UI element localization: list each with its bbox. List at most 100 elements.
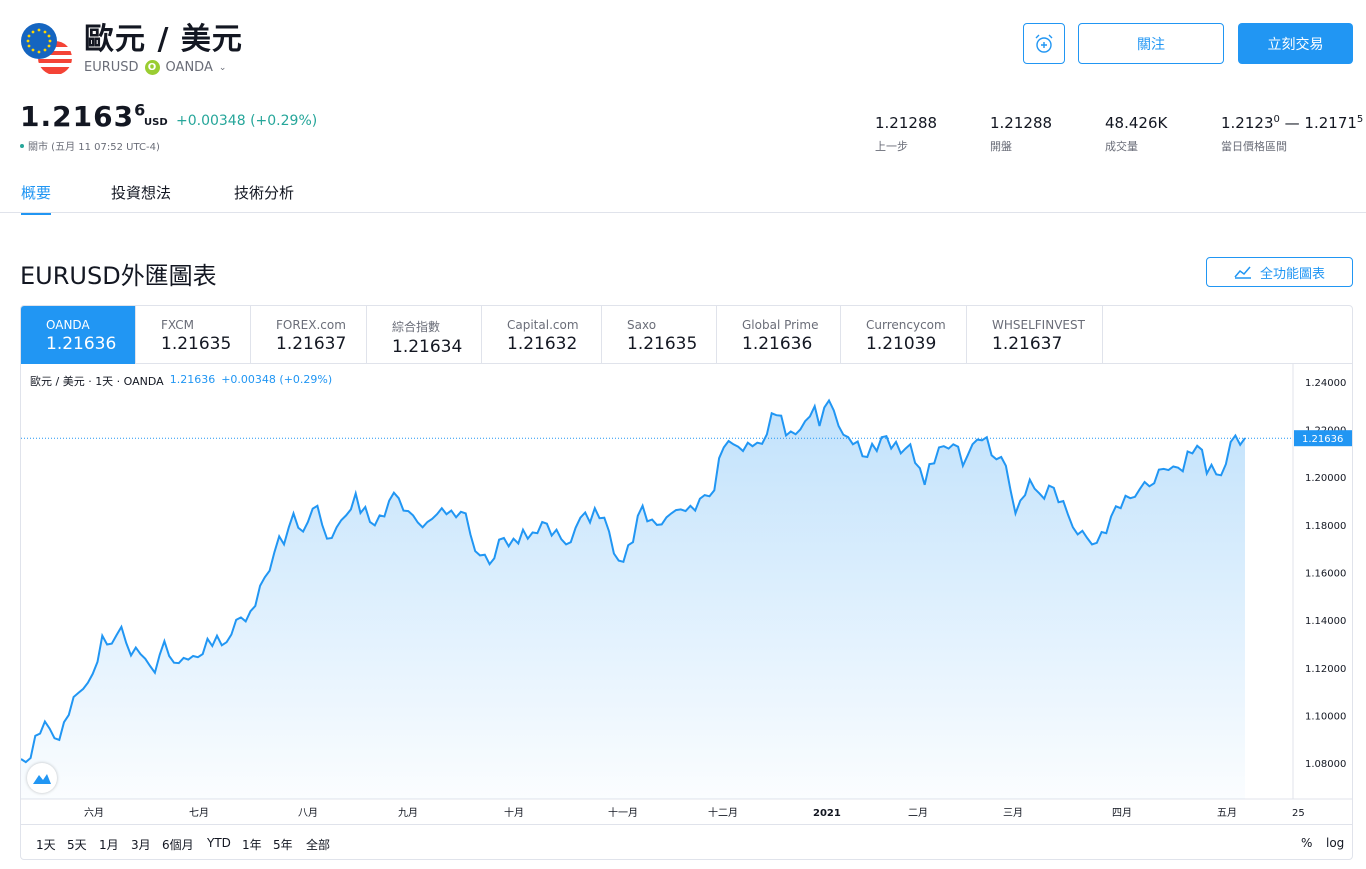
broker-tab-whselfinvest[interactable]: WHSELFINVEST 1.21637 — [967, 306, 1103, 364]
price-chart[interactable]: 1.240001.220001.200001.180001.160001.140… — [21, 364, 1352, 824]
currency-pair-logo — [20, 22, 72, 75]
broker-price: 1.21635 — [161, 334, 232, 354]
section-tabs: 概要 投資想法 技術分析 — [0, 178, 1366, 215]
x-tick-label: 25 — [1292, 808, 1305, 819]
log-scale-toggle[interactable]: log — [1326, 836, 1345, 850]
range-bar: 1天 5天 1月 3月 6個月 YTD 1年 5年 全部 % log — [21, 824, 1352, 859]
broker-name: Currencycom — [866, 318, 946, 332]
broker-name: FXCM — [161, 318, 194, 332]
broker-price: 1.21637 — [992, 334, 1063, 354]
broker-tab-oanda[interactable]: OANDA 1.21636 — [21, 306, 136, 364]
full-chart-button[interactable]: 全功能圖表 — [1206, 257, 1353, 287]
y-tick-label: 1.14000 — [1305, 616, 1346, 627]
stat-value: 1.21230 — 1.21715 — [1221, 114, 1363, 132]
broker-tab-global-prime[interactable]: Global Prime 1.21636 — [717, 306, 841, 364]
range-low: 1.2123 — [1221, 114, 1274, 132]
percent-scale-toggle[interactable]: % — [1301, 836, 1313, 850]
broker-tab-composite[interactable]: 綜合指數 1.21634 — [367, 306, 482, 364]
y-tick-label: 1.24000 — [1305, 378, 1346, 389]
broker-tabs: OANDA 1.21636 FXCM 1.21635 FOREX.com 1.2… — [21, 306, 1352, 364]
broker-price: 1.21636 — [742, 334, 813, 354]
legend-change: +0.00348 (+0.29%) — [221, 373, 333, 386]
broker-price: 1.21632 — [507, 334, 578, 354]
range-1d[interactable]: 1天 — [36, 838, 56, 852]
broker-tab-currencycom[interactable]: Currencycom 1.21039 — [841, 306, 967, 364]
market-status: 關市 (五月 11 07:52 UTC-4) — [20, 138, 160, 153]
broker-selector[interactable]: OANDA — [165, 60, 213, 75]
stat-value: 48.426K — [1105, 114, 1168, 132]
broker-name: Global Prime — [742, 318, 819, 332]
x-tick-label: 五月 — [1217, 807, 1237, 819]
broker-price: 1.21635 — [627, 334, 698, 354]
stat-value: 1.21288 — [990, 114, 1053, 132]
range-1y[interactable]: 1年 — [242, 838, 262, 852]
broker-name: FOREX.com — [276, 318, 346, 332]
legend-value: 1.21636 — [169, 373, 216, 386]
tab-ideas[interactable]: 投資想法 — [111, 184, 172, 202]
tab-overview[interactable]: 概要 — [21, 182, 52, 215]
range-3m[interactable]: 3月 — [131, 838, 151, 852]
range-5y[interactable]: 5年 — [273, 838, 293, 852]
price-series-line — [21, 398, 1246, 764]
range-1m[interactable]: 1月 — [99, 838, 119, 852]
y-tick-label: 1.10000 — [1305, 712, 1346, 723]
stat-label: 當日價格區間 — [1221, 140, 1287, 153]
range-all[interactable]: 全部 — [306, 838, 331, 852]
alarm-clock-icon — [1035, 34, 1053, 53]
broker-name: Capital.com — [507, 318, 579, 332]
range-6m[interactable]: 6個月 — [162, 838, 194, 852]
price-change: +0.00348 (+0.29%) — [176, 113, 318, 129]
broker-name: OANDA — [46, 318, 90, 332]
x-tick-label: 2021 — [813, 808, 841, 819]
broker-price: 1.21637 — [276, 334, 347, 354]
page-title: 歐元 / 美元 — [84, 22, 243, 57]
x-tick-label: 十月 — [504, 806, 524, 819]
x-tick-label: 二月 — [908, 807, 928, 819]
trade-now-button[interactable]: 立刻交易 — [1238, 23, 1353, 64]
x-tick-label: 七月 — [189, 807, 209, 819]
range-separator: — — [1279, 114, 1305, 132]
last-price-pip: 6 — [134, 100, 147, 120]
chevron-down-icon[interactable]: ⌄ — [218, 62, 227, 73]
last-price-main: 1.2163 — [20, 100, 135, 133]
broker-price: 1.21039 — [866, 334, 937, 354]
y-tick-label: 1.18000 — [1305, 521, 1346, 532]
stat-open: 1.21288 開盤 — [990, 114, 1052, 154]
stat-label: 上一步 — [875, 140, 908, 153]
x-tick-label: 八月 — [298, 807, 318, 819]
x-tick-label: 四月 — [1112, 807, 1132, 819]
chart-legend: 歐元 / 美元 · 1天 · OANDA 1.21636 +0.00348 (+… — [30, 373, 332, 389]
x-tick-label: 三月 — [1003, 807, 1023, 819]
chart-section-title: EURUSD外匯圖表 — [20, 262, 217, 290]
x-tick-label: 十一月 — [608, 806, 638, 819]
broker-tab-saxo[interactable]: Saxo 1.21635 — [602, 306, 717, 364]
stat-label: 成交量 — [1105, 140, 1138, 153]
range-high-pip: 5 — [1356, 114, 1364, 125]
y-tick-label: 1.12000 — [1305, 664, 1346, 675]
last-price-marker — [1294, 430, 1352, 447]
range-5d[interactable]: 5天 — [67, 838, 87, 852]
broker-price: 1.21636 — [46, 334, 117, 354]
range-ytd[interactable]: YTD — [207, 836, 231, 850]
broker-badge-icon: O — [144, 60, 160, 75]
broker-tab-fxcm[interactable]: FXCM 1.21635 — [136, 306, 251, 364]
range-low-pip: 0 — [1273, 114, 1280, 125]
range-high: 1.2171 — [1304, 114, 1357, 132]
full-chart-label: 全功能圖表 — [1259, 266, 1325, 282]
stat-volume: 48.426K 成交量 — [1105, 114, 1167, 154]
add-alert-button[interactable] — [1023, 23, 1065, 64]
y-tick-label: 1.16000 — [1305, 569, 1346, 580]
tab-technicals[interactable]: 技術分析 — [234, 184, 295, 202]
last-price: 1.21636 — [20, 100, 146, 133]
tradingview-logo-icon[interactable] — [27, 763, 57, 793]
broker-price: 1.21634 — [392, 337, 463, 357]
stat-label: 開盤 — [990, 140, 1012, 153]
x-tick-label: 九月 — [398, 807, 418, 819]
market-status-text: 關市 (五月 11 07:52 UTC-4) — [28, 142, 160, 153]
follow-button[interactable]: 關注 — [1078, 23, 1224, 64]
broker-tab-capital-com[interactable]: Capital.com 1.21632 — [482, 306, 602, 364]
y-tick-label: 1.20000 — [1305, 473, 1346, 484]
broker-name: WHSELFINVEST — [992, 318, 1085, 332]
broker-tab-forex-com[interactable]: FOREX.com 1.21637 — [251, 306, 367, 364]
symbol-subtitle: EURUSD O OANDA ⌄ — [84, 60, 226, 75]
